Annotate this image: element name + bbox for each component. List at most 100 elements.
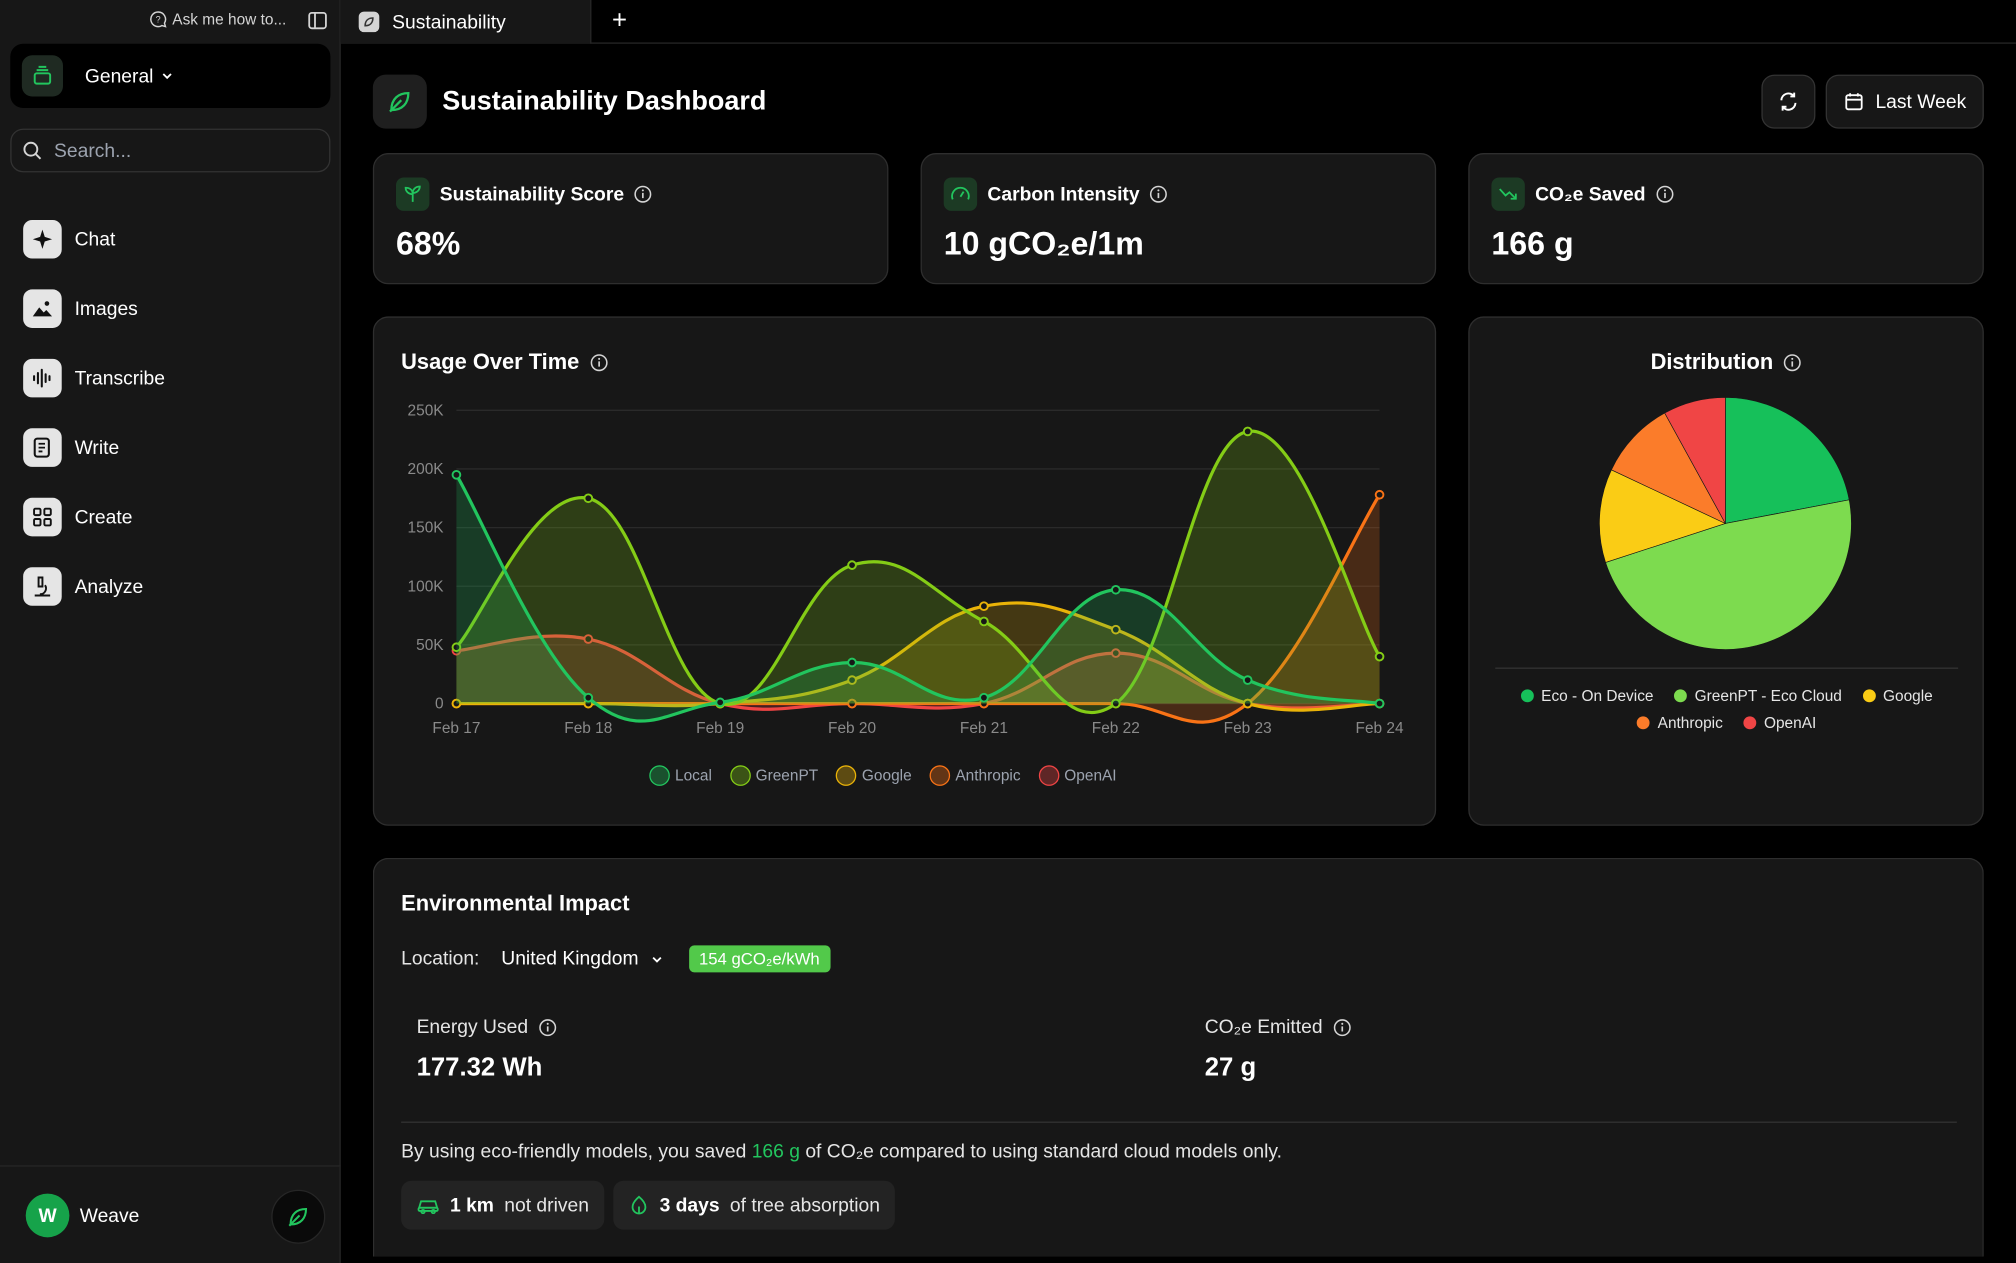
data-point[interactable]: [847, 675, 857, 685]
sidebar-item-analyze[interactable]: Analyze: [23, 552, 319, 621]
data-point[interactable]: [1374, 651, 1385, 662]
series-area-anthropic: [456, 494, 1380, 723]
stat-value: 166 g: [1491, 226, 1574, 263]
legend-label: Google: [1883, 686, 1933, 705]
data-point[interactable]: [1374, 698, 1385, 709]
info-icon[interactable]: [1784, 354, 1802, 372]
user-name[interactable]: Weave: [79, 1205, 140, 1228]
data-point[interactable]: [451, 469, 462, 480]
tree-value: 3 days: [659, 1194, 720, 1217]
workspace-selector[interactable]: General: [10, 43, 331, 109]
legend-item[interactable]: Anthropic: [1637, 714, 1723, 732]
data-point[interactable]: [1110, 624, 1121, 635]
pie-slice[interactable]: [1725, 397, 1850, 524]
workspace-label: General: [84, 64, 154, 87]
pie-slice[interactable]: [1664, 397, 1726, 524]
refresh-button[interactable]: [1761, 74, 1816, 129]
sidebar-item-write[interactable]: Write: [23, 413, 319, 482]
data-point[interactable]: [979, 616, 989, 627]
leaf-tab-icon: [358, 11, 380, 33]
new-tab-button[interactable]: +: [611, 6, 628, 35]
pie-slice[interactable]: [1605, 499, 1852, 650]
info-icon[interactable]: [634, 185, 652, 203]
info-icon[interactable]: [1333, 1018, 1351, 1036]
data-point[interactable]: [451, 642, 462, 653]
legend-item[interactable]: Google: [1862, 686, 1933, 705]
data-point[interactable]: [1110, 698, 1121, 709]
data-point[interactable]: [1110, 584, 1121, 595]
pie-slice[interactable]: [1610, 412, 1727, 525]
legend-dot: [1862, 689, 1876, 703]
tab-sustainability[interactable]: Sustainability: [340, 0, 592, 44]
stat-value: 68%: [395, 226, 461, 263]
data-point[interactable]: [1242, 426, 1253, 437]
data-point[interactable]: [847, 657, 857, 668]
data-point[interactable]: [1110, 648, 1121, 658]
info-icon[interactable]: [1150, 185, 1168, 203]
legend-item[interactable]: OpenAI: [1743, 714, 1816, 732]
legend-item[interactable]: Anthropic: [929, 765, 1021, 786]
distribution-card: Distribution Eco - On Device GreenPT - Ec…: [1468, 316, 1984, 826]
data-point[interactable]: [1242, 698, 1253, 709]
sidebar-item-chat[interactable]: Chat: [23, 205, 319, 274]
sparkle-icon: [23, 219, 62, 259]
gauge-icon: [943, 177, 978, 211]
legend-item[interactable]: Local: [649, 765, 712, 786]
sidebar: ? Ask me how to... General Search... Cha…: [0, 0, 341, 1263]
grid-icon: [23, 497, 62, 537]
location-value: United Kingdom: [501, 947, 639, 970]
data-point[interactable]: [583, 634, 594, 644]
sidebar-item-transcribe[interactable]: Transcribe: [23, 343, 319, 412]
svg-text:?: ?: [156, 15, 161, 25]
legend-item[interactable]: Eco - On Device: [1520, 687, 1654, 705]
data-point[interactable]: [583, 493, 594, 504]
data-point[interactable]: [847, 560, 857, 570]
ask-help-link[interactable]: ? Ask me how to...: [149, 10, 286, 28]
legend-swatch: [929, 765, 951, 786]
legend-item[interactable]: OpenAI: [1038, 765, 1117, 786]
info-icon[interactable]: [590, 354, 608, 372]
y-tick-label: 250K: [408, 402, 445, 419]
user-footer: W Weave: [0, 1165, 341, 1263]
microscope-icon: [23, 567, 62, 606]
data-point[interactable]: [979, 692, 989, 703]
info-icon[interactable]: [1656, 185, 1674, 203]
data-point[interactable]: [1242, 675, 1253, 685]
y-tick-label: 150K: [408, 520, 445, 537]
stat-value: 10 gCO₂e/1m: [943, 226, 1144, 263]
date-range-button[interactable]: Last Week: [1825, 74, 1984, 129]
data-point[interactable]: [715, 697, 725, 708]
data-point[interactable]: [847, 698, 857, 709]
avatar[interactable]: W: [25, 1193, 70, 1238]
section-title: Environmental Impact: [401, 891, 630, 916]
intensity-badge: 154 gCO₂e/kWh: [688, 945, 830, 973]
data-point[interactable]: [583, 692, 594, 703]
pie-slice[interactable]: [1599, 469, 1727, 563]
legend-item[interactable]: GreenPT - Eco Cloud: [1674, 687, 1842, 705]
legend-item[interactable]: GreenPT: [729, 765, 818, 786]
sidebar-item-label: Images: [74, 297, 138, 320]
search-input[interactable]: Search...: [10, 128, 331, 173]
sidebar-item-label: Chat: [74, 228, 116, 251]
sustainability-button[interactable]: [271, 1189, 326, 1244]
x-tick-label: Feb 23: [1224, 720, 1272, 737]
info-icon[interactable]: [538, 1018, 556, 1036]
km-value: 1 km: [449, 1194, 494, 1217]
trend-down-icon: [1491, 177, 1525, 211]
legend-item[interactable]: Google: [836, 765, 912, 786]
data-point[interactable]: [979, 601, 989, 612]
data-point[interactable]: [1374, 489, 1385, 500]
sidebar-toggle-button[interactable]: [307, 10, 328, 31]
x-tick-label: Feb 21: [960, 720, 1008, 737]
sidebar-item-label: Transcribe: [74, 367, 165, 390]
chart-title: Usage Over Time: [401, 349, 580, 375]
data-point[interactable]: [451, 698, 462, 709]
y-tick-label: 0: [435, 696, 444, 713]
sidebar-item-images[interactable]: Images: [23, 274, 319, 343]
sidebar-item-create[interactable]: Create: [23, 482, 319, 551]
location-select[interactable]: United Kingdom: [501, 948, 663, 970]
legend-label: Anthropic: [1657, 713, 1723, 732]
metric-label: Energy Used: [416, 1016, 529, 1038]
distribution-pie-chart: [1599, 397, 1852, 650]
legend-label: OpenAI: [1763, 713, 1817, 732]
